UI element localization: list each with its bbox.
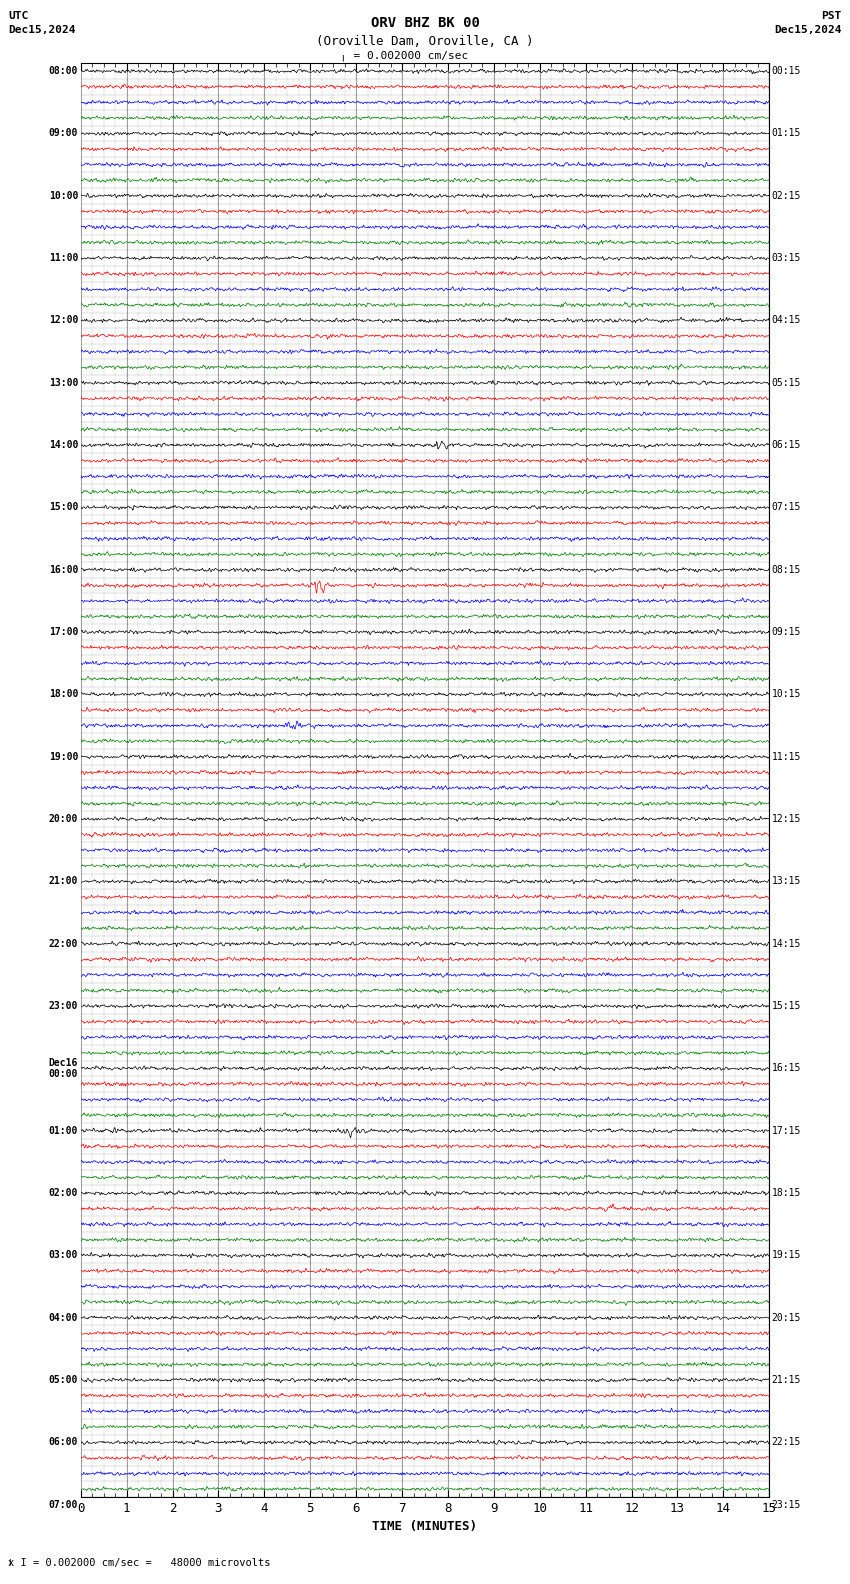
- Text: 07:15: 07:15: [772, 502, 802, 513]
- Text: 08:00: 08:00: [48, 67, 78, 76]
- Text: 10:15: 10:15: [772, 689, 802, 700]
- Text: 05:00: 05:00: [48, 1375, 78, 1384]
- Text: 22:15: 22:15: [772, 1437, 802, 1448]
- Text: 03:00: 03:00: [48, 1250, 78, 1261]
- Text: 23:15: 23:15: [772, 1500, 802, 1510]
- Text: 07:00: 07:00: [48, 1500, 78, 1510]
- Text: 12:15: 12:15: [772, 814, 802, 824]
- Text: 10:00: 10:00: [48, 190, 78, 201]
- Text: 03:15: 03:15: [772, 253, 802, 263]
- Text: PST: PST: [821, 11, 842, 21]
- Text: 17:15: 17:15: [772, 1126, 802, 1136]
- Text: 02:00: 02:00: [48, 1188, 78, 1198]
- X-axis label: TIME (MINUTES): TIME (MINUTES): [372, 1521, 478, 1533]
- Text: x I = 0.002000 cm/sec =   48000 microvolts: x I = 0.002000 cm/sec = 48000 microvolts: [8, 1559, 271, 1568]
- Text: (Oroville Dam, Oroville, CA ): (Oroville Dam, Oroville, CA ): [316, 35, 534, 48]
- Text: 21:15: 21:15: [772, 1375, 802, 1384]
- Text: 16:00: 16:00: [48, 565, 78, 575]
- Text: 17:00: 17:00: [48, 627, 78, 637]
- Text: 01:15: 01:15: [772, 128, 802, 138]
- Text: 16:15: 16:15: [772, 1063, 802, 1074]
- Text: 13:15: 13:15: [772, 876, 802, 887]
- Text: 02:15: 02:15: [772, 190, 802, 201]
- Text: Dec16
00:00: Dec16 00:00: [48, 1058, 78, 1079]
- Text: 19:15: 19:15: [772, 1250, 802, 1261]
- Text: 01:00: 01:00: [48, 1126, 78, 1136]
- Text: 12:00: 12:00: [48, 315, 78, 325]
- Text: 05:15: 05:15: [772, 379, 802, 388]
- Text: 13:00: 13:00: [48, 379, 78, 388]
- Text: 14:00: 14:00: [48, 440, 78, 450]
- Text: 04:15: 04:15: [772, 315, 802, 325]
- Text: 11:15: 11:15: [772, 752, 802, 762]
- Text: 06:15: 06:15: [772, 440, 802, 450]
- Text: 09:00: 09:00: [48, 128, 78, 138]
- Text: 20:15: 20:15: [772, 1313, 802, 1323]
- Text: 09:15: 09:15: [772, 627, 802, 637]
- Text: 22:00: 22:00: [48, 939, 78, 949]
- Text: 14:15: 14:15: [772, 939, 802, 949]
- Text: 21:00: 21:00: [48, 876, 78, 887]
- Text: 18:00: 18:00: [48, 689, 78, 700]
- Text: 23:00: 23:00: [48, 1001, 78, 1011]
- Text: ╷: ╷: [6, 1555, 13, 1565]
- Text: 19:00: 19:00: [48, 752, 78, 762]
- Text: 20:00: 20:00: [48, 814, 78, 824]
- Text: 15:15: 15:15: [772, 1001, 802, 1011]
- Text: 04:00: 04:00: [48, 1313, 78, 1323]
- Text: 06:00: 06:00: [48, 1437, 78, 1448]
- Text: 00:15: 00:15: [772, 67, 802, 76]
- Text: Dec15,2024: Dec15,2024: [8, 25, 76, 35]
- Text: 15:00: 15:00: [48, 502, 78, 513]
- Text: 08:15: 08:15: [772, 565, 802, 575]
- Text: UTC: UTC: [8, 11, 29, 21]
- Text: Dec15,2024: Dec15,2024: [774, 25, 842, 35]
- Text: ╷ = 0.002000 cm/sec: ╷ = 0.002000 cm/sec: [340, 51, 468, 62]
- Text: 18:15: 18:15: [772, 1188, 802, 1198]
- Text: 11:00: 11:00: [48, 253, 78, 263]
- Text: ORV BHZ BK 00: ORV BHZ BK 00: [371, 16, 479, 30]
